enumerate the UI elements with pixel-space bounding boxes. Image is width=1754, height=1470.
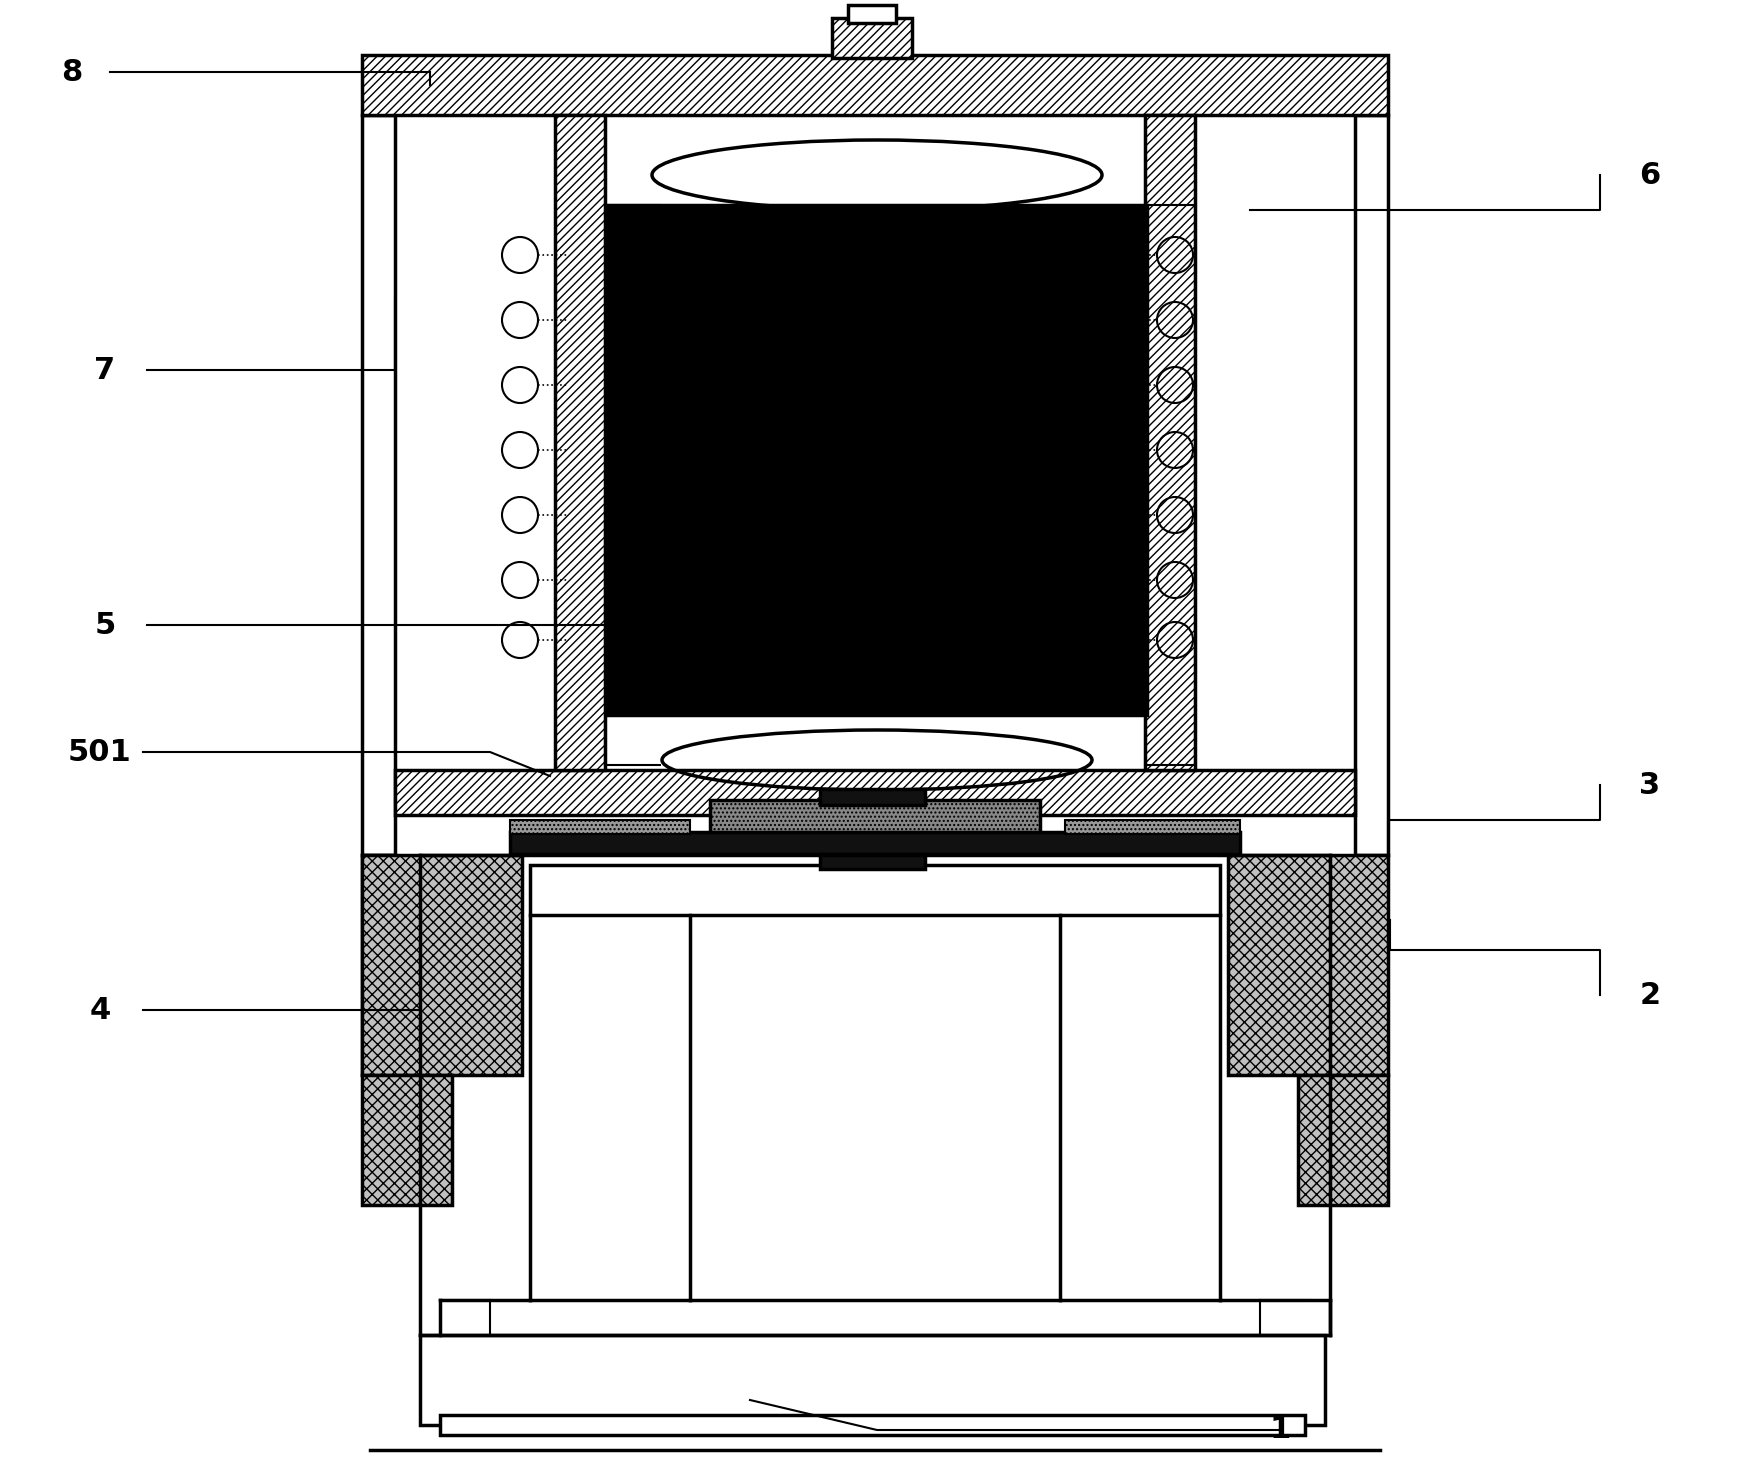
Bar xyxy=(554,115,605,770)
Text: 5: 5 xyxy=(95,610,116,639)
Bar xyxy=(361,856,523,1075)
Bar xyxy=(361,54,1387,115)
Text: 3: 3 xyxy=(1640,770,1661,800)
Text: 7: 7 xyxy=(95,356,116,385)
Bar xyxy=(1145,115,1194,770)
Text: 1: 1 xyxy=(1270,1416,1291,1445)
Text: 501: 501 xyxy=(68,738,132,766)
Bar xyxy=(510,820,689,833)
Bar xyxy=(361,1075,453,1205)
Bar xyxy=(1228,856,1387,1075)
Bar xyxy=(607,204,1147,714)
Text: 2: 2 xyxy=(1640,980,1661,1010)
Bar xyxy=(361,115,395,856)
Bar xyxy=(510,832,1240,854)
Bar xyxy=(395,770,1356,814)
Bar xyxy=(1298,1075,1387,1205)
Bar xyxy=(847,4,896,24)
Bar xyxy=(710,800,1040,835)
Text: 6: 6 xyxy=(1640,160,1661,190)
Bar xyxy=(831,18,912,57)
Bar xyxy=(1065,820,1240,833)
Bar xyxy=(440,1416,1305,1435)
Text: 4: 4 xyxy=(89,995,111,1025)
Bar xyxy=(361,856,395,1075)
Text: 8: 8 xyxy=(61,57,82,87)
Bar xyxy=(1356,115,1387,856)
Bar xyxy=(821,854,924,869)
Bar xyxy=(419,1335,1324,1424)
Bar xyxy=(530,864,1221,914)
Bar xyxy=(605,204,660,764)
Bar xyxy=(1145,204,1194,764)
Bar xyxy=(821,789,924,806)
